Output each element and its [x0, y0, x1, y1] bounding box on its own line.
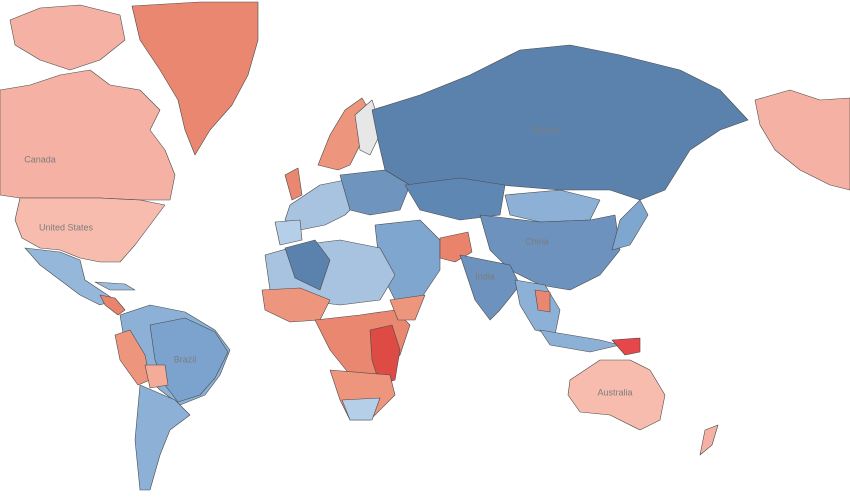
canada-arctic — [9, 4, 126, 71]
country-label: Russia — [531, 124, 559, 134]
japan — [611, 199, 649, 251]
indonesia — [539, 329, 621, 353]
cuba — [94, 281, 136, 291]
country-label: Australia — [597, 387, 632, 397]
south-cone — [134, 384, 191, 491]
kazakhstan — [404, 177, 506, 221]
algeria — [284, 239, 331, 291]
country-label: Brazil — [174, 354, 197, 364]
papua — [611, 337, 641, 356]
country-label: India — [475, 271, 495, 281]
east-africa-red — [369, 324, 401, 386]
country-label: Canada — [24, 154, 56, 164]
india — [459, 254, 521, 321]
australia — [567, 359, 666, 431]
usa — [14, 197, 166, 263]
central-america — [99, 294, 126, 316]
china — [479, 214, 621, 291]
new-zealand — [699, 424, 719, 456]
thailand — [534, 289, 551, 313]
horn-of-africa — [389, 294, 426, 321]
greenland — [131, 1, 259, 156]
iberia — [274, 219, 303, 246]
south-africa — [341, 397, 381, 421]
country-label: China — [525, 236, 549, 246]
alaska-chukotka — [754, 89, 850, 191]
bolivia — [144, 364, 169, 389]
uk — [284, 167, 303, 201]
country-label: United States — [39, 222, 94, 232]
